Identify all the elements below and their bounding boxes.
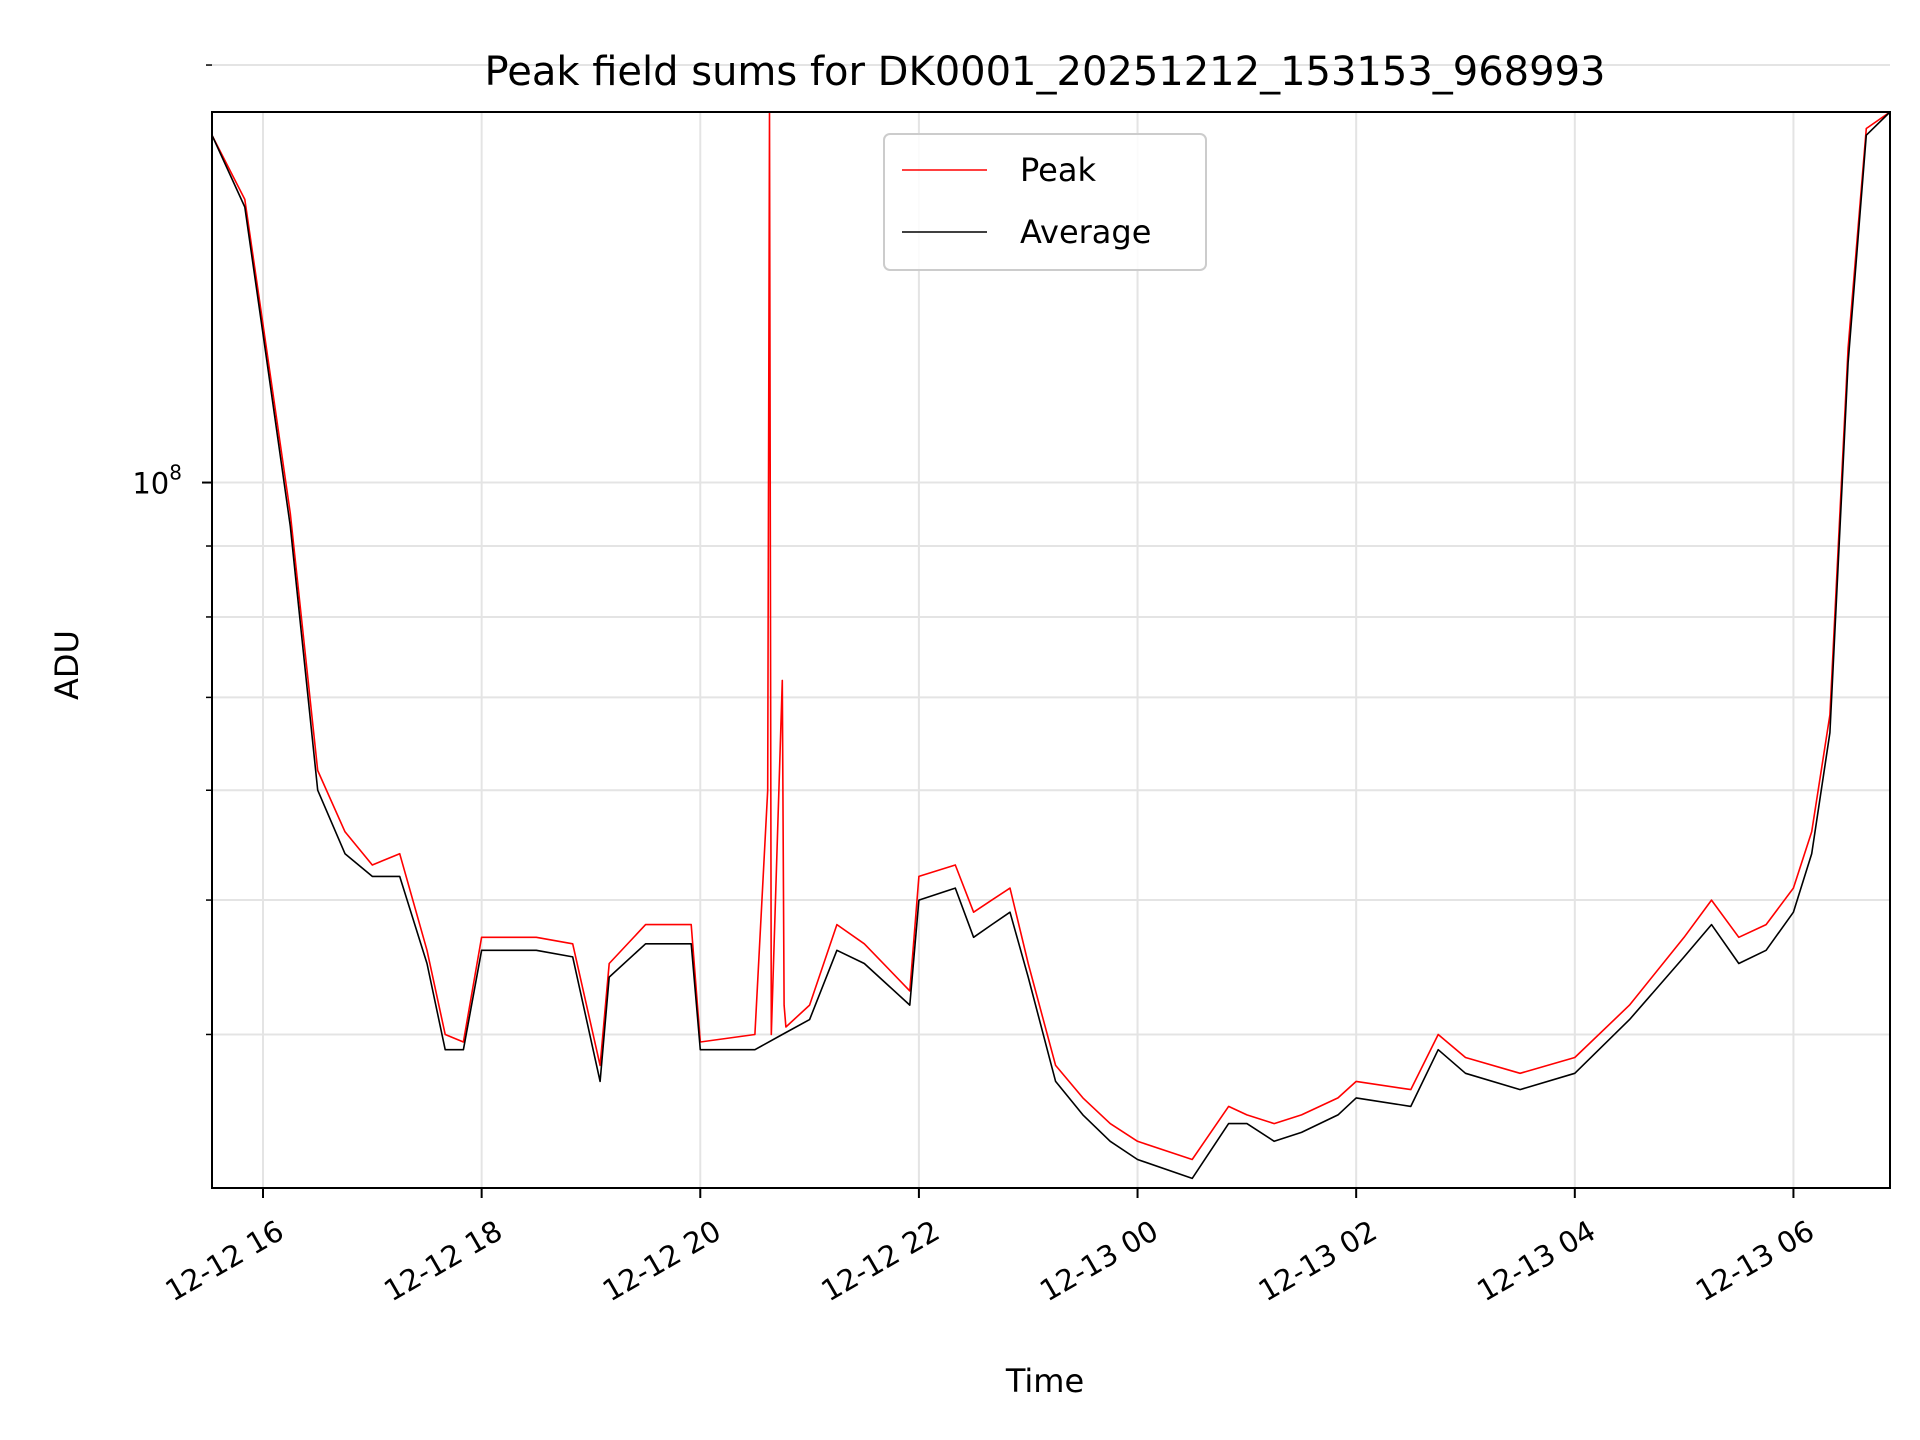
plot-series	[211, 111, 1891, 1180]
legend-label-peak: Peak	[1020, 151, 1096, 189]
grid	[212, 64, 1890, 1188]
series-line-average	[211, 111, 1891, 1180]
series-line-peak	[211, 111, 1891, 1161]
legend: Peak Average	[883, 133, 1207, 271]
y-tick-label: 108	[132, 461, 182, 501]
y-axis-title: ADU	[48, 630, 86, 700]
plot-frame	[211, 111, 1891, 1189]
x-axis-title: Time	[1005, 1362, 1084, 1400]
legend-label-average: Average	[1020, 213, 1151, 251]
legend-box	[883, 133, 1207, 271]
chart-title: Peak field sums for DK0001_20251212_1531…	[485, 49, 1606, 95]
